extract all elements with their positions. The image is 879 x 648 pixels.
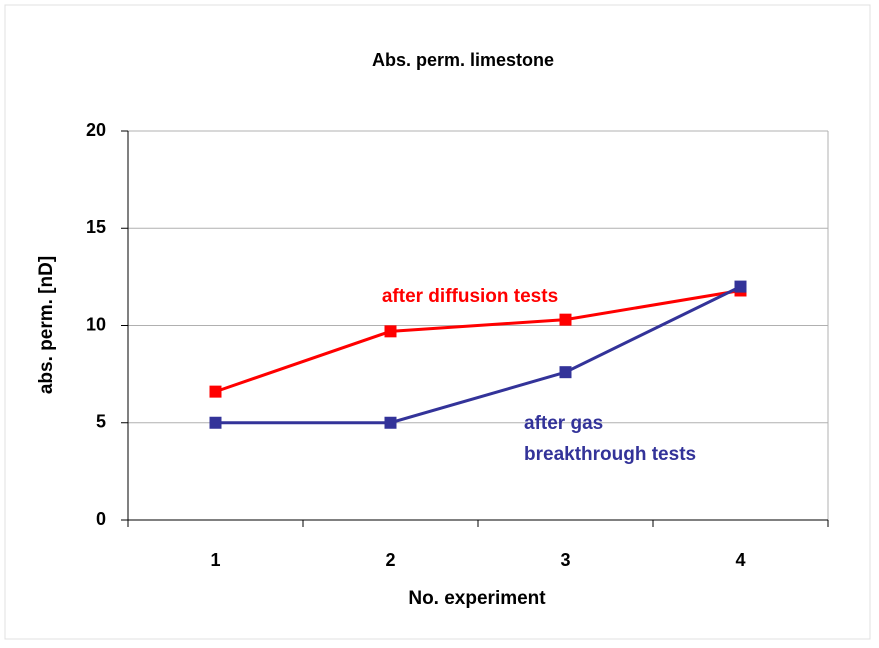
x-tick-label: 1 [210,550,220,570]
x-tick-label: 3 [560,550,570,570]
x-tick-label: 4 [735,550,745,570]
y-tick-label: 5 [96,412,106,432]
x-axis-label: No. experiment [408,588,546,609]
series-label: breakthrough tests [524,444,696,465]
y-tick-label: 10 [86,314,106,334]
chart-title: Abs. perm. limestone [372,50,554,70]
y-tick-label: 20 [86,120,106,140]
marker [384,416,397,429]
series-label: after diffusion tests [382,286,558,307]
y-axis-label: abs. perm. [nD] [36,256,57,394]
marker [559,366,572,379]
y-tick-label: 0 [96,509,106,529]
marker [559,313,572,326]
marker [209,385,222,398]
y-tick-label: 15 [86,217,106,237]
series-line [215,289,741,394]
marker [384,325,397,338]
chart-frame [4,4,871,640]
marker [734,280,747,293]
series-label: after gas [524,413,603,434]
x-tick-label: 2 [385,550,395,570]
marker [209,416,222,429]
series-line [215,285,742,425]
